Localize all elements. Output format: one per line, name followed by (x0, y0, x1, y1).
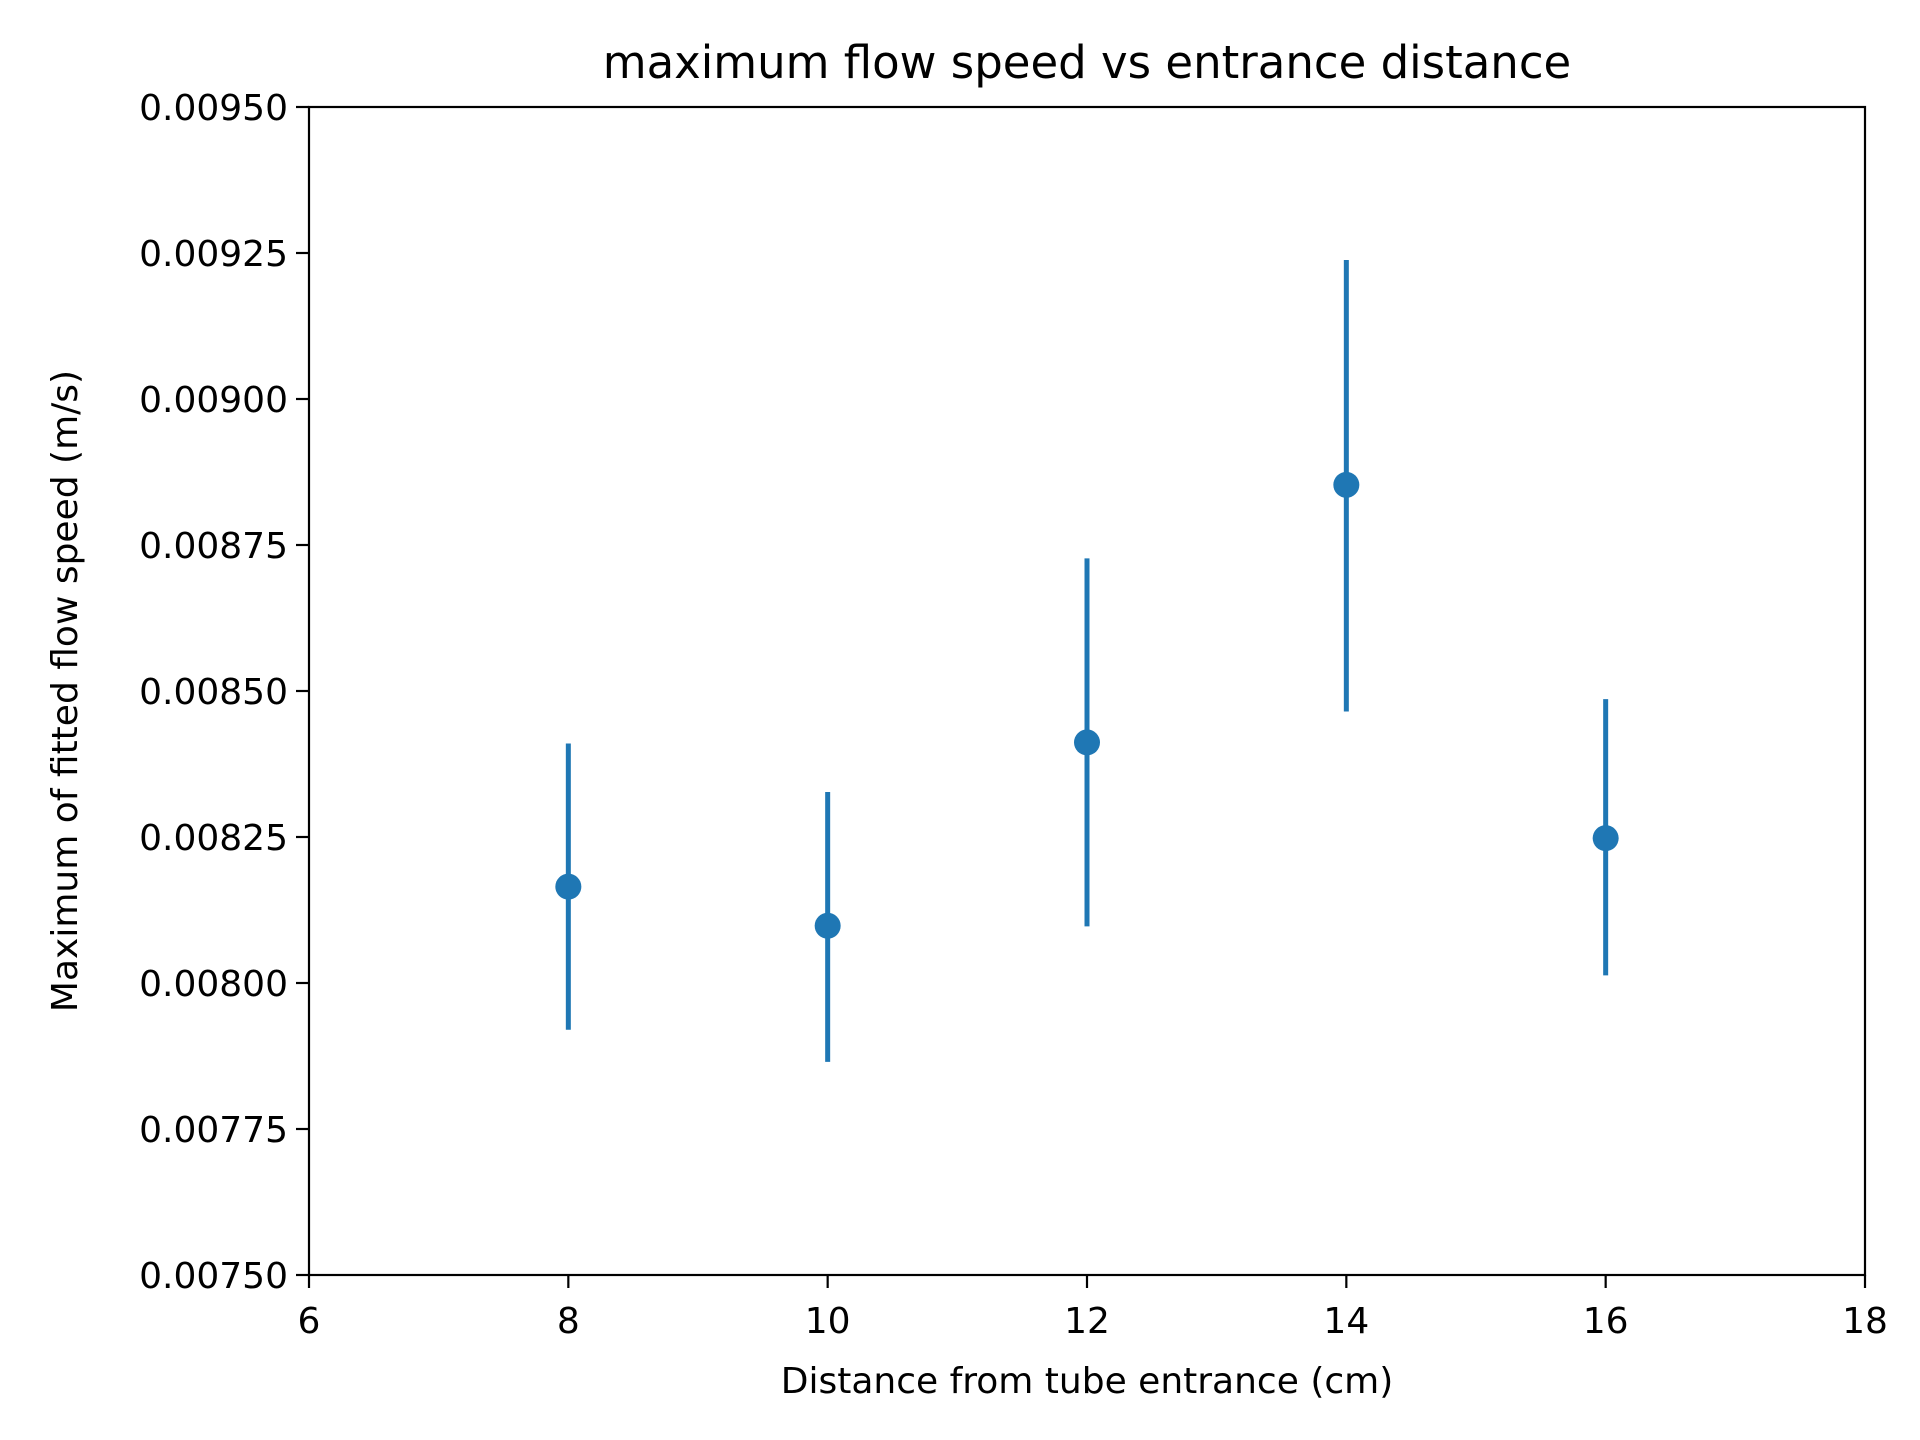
x-tick-label: 18 (1842, 1301, 1888, 1342)
y-tick-label: 0.00825 (139, 818, 288, 859)
axes-frame (307, 105, 1867, 1277)
y-tick-label: 0.00800 (139, 964, 288, 1005)
y-tick-label: 0.00950 (139, 88, 288, 129)
data-point (555, 873, 582, 900)
data-point (1592, 825, 1619, 852)
x-tick-label: 16 (1583, 1301, 1629, 1342)
y-tick-label: 0.00750 (139, 1256, 288, 1297)
x-axis-ticks: 6 8 10 12 14 16 18 (298, 1275, 1888, 1342)
y-tick-label: 0.00850 (139, 672, 288, 713)
x-tick-label: 14 (1323, 1301, 1369, 1342)
x-tick-label: 10 (805, 1301, 851, 1342)
y-axis-label: Maximum of fitted flow speed (m/s) (45, 370, 86, 1012)
data-point (1333, 471, 1360, 498)
x-tick-label: 8 (557, 1301, 580, 1342)
y-axis-ticks: 0.00750 0.00775 0.00800 0.00825 0.00850 0.008… (139, 88, 309, 1297)
chart-title: maximum flow speed vs entrance distance (603, 36, 1572, 89)
y-tick-label: 0.00775 (139, 1110, 288, 1151)
plot-area: 0.00750 0.00775 0.00800 0.00825 0.00850 0.008… (139, 88, 1888, 1342)
data-markers (555, 471, 1619, 939)
data-point (1074, 729, 1100, 756)
y-tick-label: 0.00875 (139, 526, 288, 567)
y-tick-label: 0.00900 (139, 380, 288, 421)
x-tick-label: 6 (298, 1301, 321, 1342)
x-axis-label: Distance from tube entrance (cm) (781, 1361, 1394, 1402)
data-point (814, 912, 841, 939)
x-tick-label: 12 (1064, 1301, 1110, 1342)
y-tick-label: 0.00925 (139, 234, 288, 275)
